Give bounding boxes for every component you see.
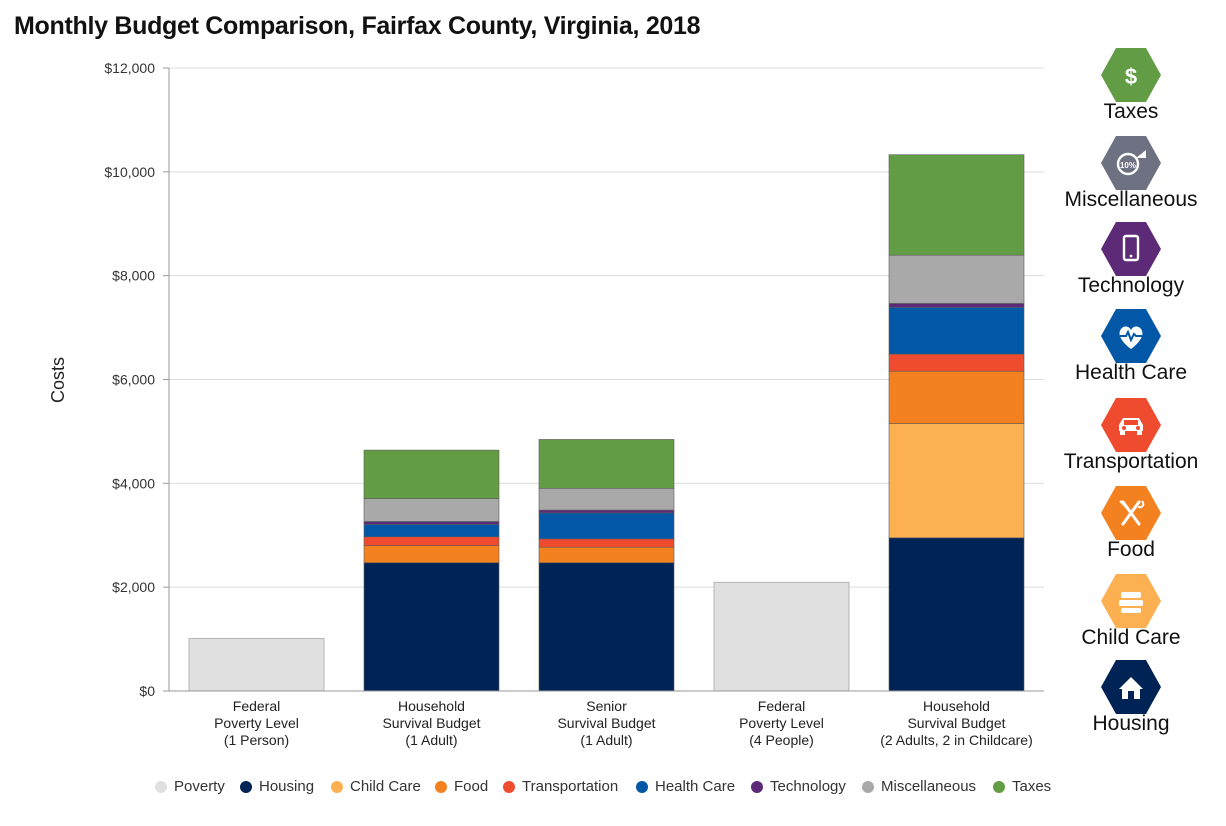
icon-label: Housing xyxy=(1092,712,1170,735)
legend-swatch xyxy=(751,780,763,793)
bar-segment-miscellaneous xyxy=(538,487,675,511)
legend-label: Child Care xyxy=(350,778,421,795)
legend-item-poverty: Poverty xyxy=(155,778,225,795)
icon-item-housing: Housing xyxy=(1046,660,1216,736)
bar-segment-food xyxy=(538,546,675,564)
bar-segment-food xyxy=(888,370,1025,424)
bar-segment-health-care xyxy=(888,307,1025,355)
bar-segment-housing xyxy=(888,537,1025,692)
bar-segment-miscellaneous xyxy=(363,498,500,522)
house-icon xyxy=(1101,660,1161,714)
bars xyxy=(188,154,1025,692)
bar-segment-health-care xyxy=(363,524,500,538)
legend-label: Technology xyxy=(770,778,846,795)
icon-label: Transportation xyxy=(1063,450,1199,473)
legend-label: Taxes xyxy=(1012,778,1052,795)
bar-segment-taxes xyxy=(538,439,675,489)
legend-label: Miscellaneous xyxy=(881,778,977,795)
icon-label: Taxes xyxy=(1103,100,1159,123)
legend-swatch xyxy=(240,780,252,793)
legend-label: Transportation xyxy=(522,778,619,795)
legend-swatch xyxy=(993,780,1005,793)
icon-item-technology: Technology xyxy=(1046,222,1216,298)
y-tick-label: $6,000 xyxy=(112,372,155,388)
y-axis-label: Costs xyxy=(48,357,68,403)
legend-swatch xyxy=(435,780,447,793)
bar-segment-taxes xyxy=(363,449,500,499)
fork-knife-icon xyxy=(1101,486,1161,540)
legend-item-child-care: Child Care xyxy=(331,778,421,795)
icon-item-taxes: $ Taxes xyxy=(1046,48,1216,124)
legend-item-technology: Technology xyxy=(751,778,846,795)
legend-label: Food xyxy=(454,778,489,795)
y-tick-label: $0 xyxy=(139,683,155,699)
bar-segment-health-care xyxy=(538,512,675,540)
svg-text:10%: 10% xyxy=(1120,161,1136,170)
bar-segment-poverty xyxy=(713,581,850,692)
x-tick-label: Senior Survival Budget (1 Adult) xyxy=(557,698,655,748)
legend-swatch xyxy=(155,780,167,793)
bar-segment-technology xyxy=(888,303,1025,308)
car-icon xyxy=(1101,398,1161,452)
category-icon-panel: $ Taxes 10% Miscellaneous Technology Health C… xyxy=(1046,48,1216,748)
y-tick-label: $2,000 xyxy=(112,579,155,595)
axes: $0 $2,000 $4,000 $6,000 $8,000 $10,000 $12,000… xyxy=(104,60,1044,748)
dollar-icon: $ xyxy=(1101,48,1161,102)
icon-label: Health Care xyxy=(1074,361,1188,384)
bar-segment-miscellaneous xyxy=(888,254,1025,304)
bar-segment-transportation xyxy=(538,538,675,548)
y-tick-label: $8,000 xyxy=(112,268,155,284)
x-tick-label: Household Survival Budget (1 Adult) xyxy=(382,698,480,748)
bar-segment-food xyxy=(363,545,500,564)
y-tick-label: $4,000 xyxy=(112,475,155,491)
percent-tag-icon: 10% xyxy=(1101,136,1161,190)
bar-segment-child-care xyxy=(888,423,1025,539)
legend-label: Poverty xyxy=(174,778,225,795)
legend-item-transportation: Transportation xyxy=(503,778,618,795)
blocks-icon xyxy=(1101,574,1161,628)
icon-item-health-care: Health Care xyxy=(1046,309,1216,385)
chart-title: Monthly Budget Comparison, Fairfax Count… xyxy=(14,12,701,40)
bar-segment-poverty xyxy=(188,637,325,692)
y-tick-label: $10,000 xyxy=(104,164,155,180)
svg-text:$: $ xyxy=(1125,64,1137,89)
icon-label: Technology xyxy=(1077,274,1185,297)
legend-swatch xyxy=(862,780,874,793)
legend-swatch xyxy=(331,780,343,793)
bar-segment-transportation xyxy=(888,353,1025,372)
legend-item-food: Food xyxy=(435,778,488,795)
icon-item-miscellaneous: 10% Miscellaneous xyxy=(1046,136,1216,212)
bar-segment-technology xyxy=(363,521,500,525)
x-tick-label: Household Survival Budget (2 Adults, 2 in … xyxy=(880,698,1033,748)
bar-segment-taxes xyxy=(888,154,1025,256)
legend-swatch xyxy=(636,780,648,793)
icon-item-child-care: Child Care xyxy=(1046,574,1216,650)
bar-segment-housing xyxy=(538,562,675,692)
icon-item-food: Food xyxy=(1046,486,1216,562)
y-tick-label: $12,000 xyxy=(104,60,155,76)
legend-label: Housing xyxy=(259,778,315,795)
bar-segment-housing xyxy=(363,562,500,692)
legend-item-miscellaneous: Miscellaneous xyxy=(862,778,976,795)
smartphone-icon xyxy=(1101,222,1161,276)
x-tick-label: Federal Poverty Level (4 People) xyxy=(739,698,824,748)
icon-label: Food xyxy=(1107,538,1155,561)
legend-item-health-care: Health Care xyxy=(636,778,735,795)
legend-item-taxes: Taxes xyxy=(993,778,1051,795)
x-tick-label: Federal Poverty Level (1 Person) xyxy=(214,698,299,748)
legend-item-housing: Housing xyxy=(240,778,314,795)
icon-item-transportation: Transportation xyxy=(1046,398,1216,474)
icon-label: Child Care xyxy=(1081,626,1181,649)
legend: Poverty Housing Child Care Food Transportati… xyxy=(0,778,1226,800)
icon-label: Miscellaneous xyxy=(1064,188,1198,211)
legend-swatch xyxy=(503,780,515,793)
heart-pulse-icon xyxy=(1101,309,1161,363)
bar-segment-transportation xyxy=(363,536,500,546)
bar-segment-technology xyxy=(538,509,675,514)
legend-label: Health Care xyxy=(655,778,736,795)
